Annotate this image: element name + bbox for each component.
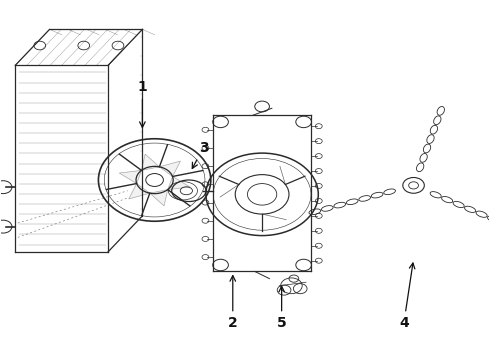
- Polygon shape: [150, 190, 168, 206]
- Text: 3: 3: [192, 141, 208, 168]
- Polygon shape: [168, 176, 190, 190]
- Text: 4: 4: [399, 263, 415, 330]
- Polygon shape: [120, 170, 142, 184]
- Polygon shape: [129, 184, 150, 199]
- Text: 2: 2: [228, 276, 238, 330]
- Polygon shape: [142, 154, 159, 170]
- Text: 1: 1: [138, 80, 147, 127]
- Polygon shape: [159, 161, 180, 176]
- Text: 5: 5: [277, 286, 287, 330]
